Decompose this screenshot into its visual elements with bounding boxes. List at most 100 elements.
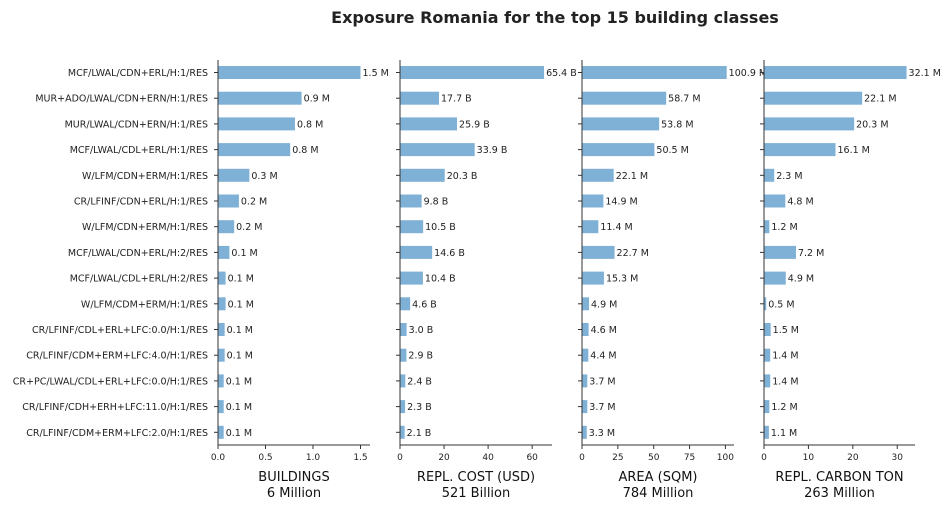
bar bbox=[582, 323, 589, 336]
panel-4: 32.1 M 22.1 M 20.3 M 16.1 M 2.3 M 4.8 M 1.2 M 7… bbox=[760, 60, 941, 501]
bar bbox=[764, 297, 767, 311]
category-label: CR+PC/LWAL/CDL+ERL+LFC:0.0/H:1/RES bbox=[13, 376, 208, 387]
bar bbox=[400, 194, 422, 208]
data-label: 100.9 M bbox=[729, 68, 767, 79]
bar bbox=[764, 117, 855, 131]
category-label: MCF/LWAL/CDL+ERL/H:1/RES bbox=[70, 145, 208, 156]
axis-subtitle: 521 Billion bbox=[442, 486, 511, 501]
data-label: 0.1 M bbox=[231, 248, 257, 259]
axis-subtitle: 784 Million bbox=[623, 486, 694, 501]
data-label: 0.1 M bbox=[226, 428, 252, 439]
data-label: 0.8 M bbox=[297, 119, 323, 130]
bar bbox=[400, 348, 407, 362]
category-label: W/LFM/CDN+ERM/H:1/RES bbox=[82, 171, 208, 182]
bar bbox=[218, 374, 224, 388]
bar bbox=[400, 220, 424, 234]
bar bbox=[400, 168, 445, 182]
data-label: 50.5 M bbox=[656, 145, 688, 156]
data-label: 0.3 M bbox=[251, 171, 277, 182]
bar bbox=[764, 220, 770, 234]
data-label: 4.9 M bbox=[591, 299, 617, 310]
data-label: 9.8 B bbox=[424, 197, 449, 208]
bar bbox=[400, 425, 405, 439]
data-label: 14.9 M bbox=[605, 197, 637, 208]
data-label: 0.9 M bbox=[304, 94, 330, 105]
x-tick-label: 20 bbox=[438, 453, 450, 463]
x-tick-label: 25 bbox=[612, 453, 623, 463]
category-label: CR/LFINF/CDH+ERH+LFC:11.0/H:1/RES bbox=[22, 402, 208, 413]
bar bbox=[582, 66, 727, 79]
x-tick-label: 0 bbox=[579, 453, 585, 463]
data-label: 0.1 M bbox=[227, 325, 253, 336]
data-label: 3.7 M bbox=[589, 402, 615, 413]
x-tick-label: 0 bbox=[397, 453, 403, 463]
data-label: 4.4 M bbox=[590, 351, 616, 362]
category-label: MCF/LWAL/CDL+ERL/H:2/RES bbox=[70, 274, 208, 285]
data-label: 11.4 M bbox=[600, 222, 632, 233]
x-tick-label: 0 bbox=[761, 453, 767, 463]
data-label: 65.4 B bbox=[546, 68, 577, 79]
data-label: 32.1 M bbox=[909, 68, 941, 79]
bar bbox=[218, 168, 250, 182]
data-label: 25.9 B bbox=[459, 119, 490, 130]
category-label: MCF/LWAL/CDN+ERL/H:2/RES bbox=[68, 248, 208, 259]
data-label: 1.2 M bbox=[771, 222, 797, 233]
bar bbox=[218, 271, 226, 285]
data-label: 0.2 M bbox=[236, 222, 262, 233]
bar bbox=[764, 66, 907, 79]
bar bbox=[400, 374, 406, 388]
bar bbox=[764, 143, 836, 157]
bar bbox=[582, 194, 604, 208]
bar bbox=[400, 271, 423, 285]
bar bbox=[764, 271, 786, 285]
bar bbox=[218, 245, 230, 259]
bar bbox=[582, 425, 587, 439]
data-label: 22.1 M bbox=[616, 171, 648, 182]
data-label: 0.1 M bbox=[228, 299, 254, 310]
bar bbox=[764, 323, 771, 336]
category-label: MCF/LWAL/CDN+ERL/H:1/RES bbox=[68, 68, 208, 79]
data-label: 3.7 M bbox=[589, 376, 615, 387]
data-label: 1.2 M bbox=[771, 402, 797, 413]
bar bbox=[764, 194, 786, 208]
data-label: 0.1 M bbox=[226, 402, 252, 413]
bar bbox=[582, 143, 655, 157]
bar bbox=[582, 348, 589, 362]
data-label: 1.4 M bbox=[772, 376, 798, 387]
bar bbox=[400, 66, 545, 79]
bar bbox=[400, 400, 406, 414]
x-tick-label: 50 bbox=[648, 453, 660, 463]
x-tick-label: 10 bbox=[803, 453, 815, 463]
bar bbox=[582, 400, 588, 414]
bar bbox=[582, 117, 660, 131]
bar bbox=[764, 425, 769, 439]
data-label: 3.3 M bbox=[589, 428, 615, 439]
bar bbox=[218, 348, 225, 362]
bar bbox=[582, 297, 590, 311]
data-label: 2.4 B bbox=[407, 376, 432, 387]
x-axis-label: REPL. CARBON TON bbox=[775, 470, 903, 485]
data-label: 22.7 M bbox=[617, 248, 649, 259]
category-label: MUR+ADO/LWAL/CDN+ERN/H:1/RES bbox=[35, 94, 208, 105]
data-label: 2.9 B bbox=[408, 351, 433, 362]
bar bbox=[582, 91, 667, 105]
x-tick-label: 1.0 bbox=[306, 453, 321, 463]
data-label: 20.3 M bbox=[856, 119, 888, 130]
category-label: CR/LFINF/CDL+ERL+LFC:0.0/H:1/RES bbox=[32, 325, 208, 336]
chart-title: Exposure Romania for the top 15 building… bbox=[331, 8, 779, 27]
data-label: 0.5 M bbox=[768, 299, 794, 310]
panel-3: 100.9 M 58.7 M 53.8 M 50.5 M 22.1 M 14.9 M 11.… bbox=[578, 60, 767, 501]
data-label: 0.1 M bbox=[226, 376, 252, 387]
data-label: 0.8 M bbox=[292, 145, 318, 156]
x-tick-label: 75 bbox=[684, 453, 695, 463]
bar bbox=[764, 400, 770, 414]
bar bbox=[400, 91, 439, 105]
category-label: CR/LFINF/CDM+ERM+LFC:4.0/H:1/RES bbox=[26, 351, 208, 362]
data-label: 0.1 M bbox=[227, 351, 253, 362]
bar bbox=[218, 66, 361, 79]
x-tick-label: 0.0 bbox=[211, 453, 226, 463]
category-label: MUR/LWAL/CDN+ERN/H:1/RES bbox=[65, 119, 208, 130]
category-label: CR/LFINF/CDN+ERL/H:1/RES bbox=[74, 197, 208, 208]
x-tick-label: 30 bbox=[892, 453, 904, 463]
